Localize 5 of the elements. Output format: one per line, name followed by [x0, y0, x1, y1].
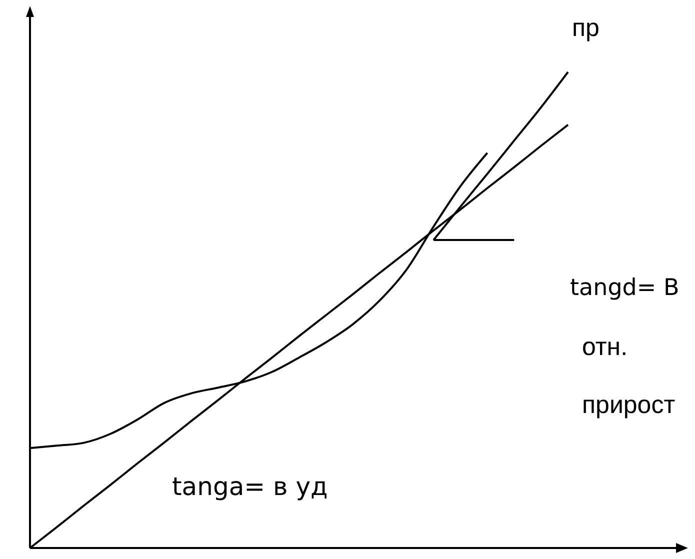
- text: прирост: [582, 391, 676, 419]
- annotation: tangd= B: [570, 275, 680, 301]
- annotation: tanga= в уд: [172, 472, 328, 501]
- text: пр: [572, 14, 600, 42]
- text: отн.: [582, 333, 628, 361]
